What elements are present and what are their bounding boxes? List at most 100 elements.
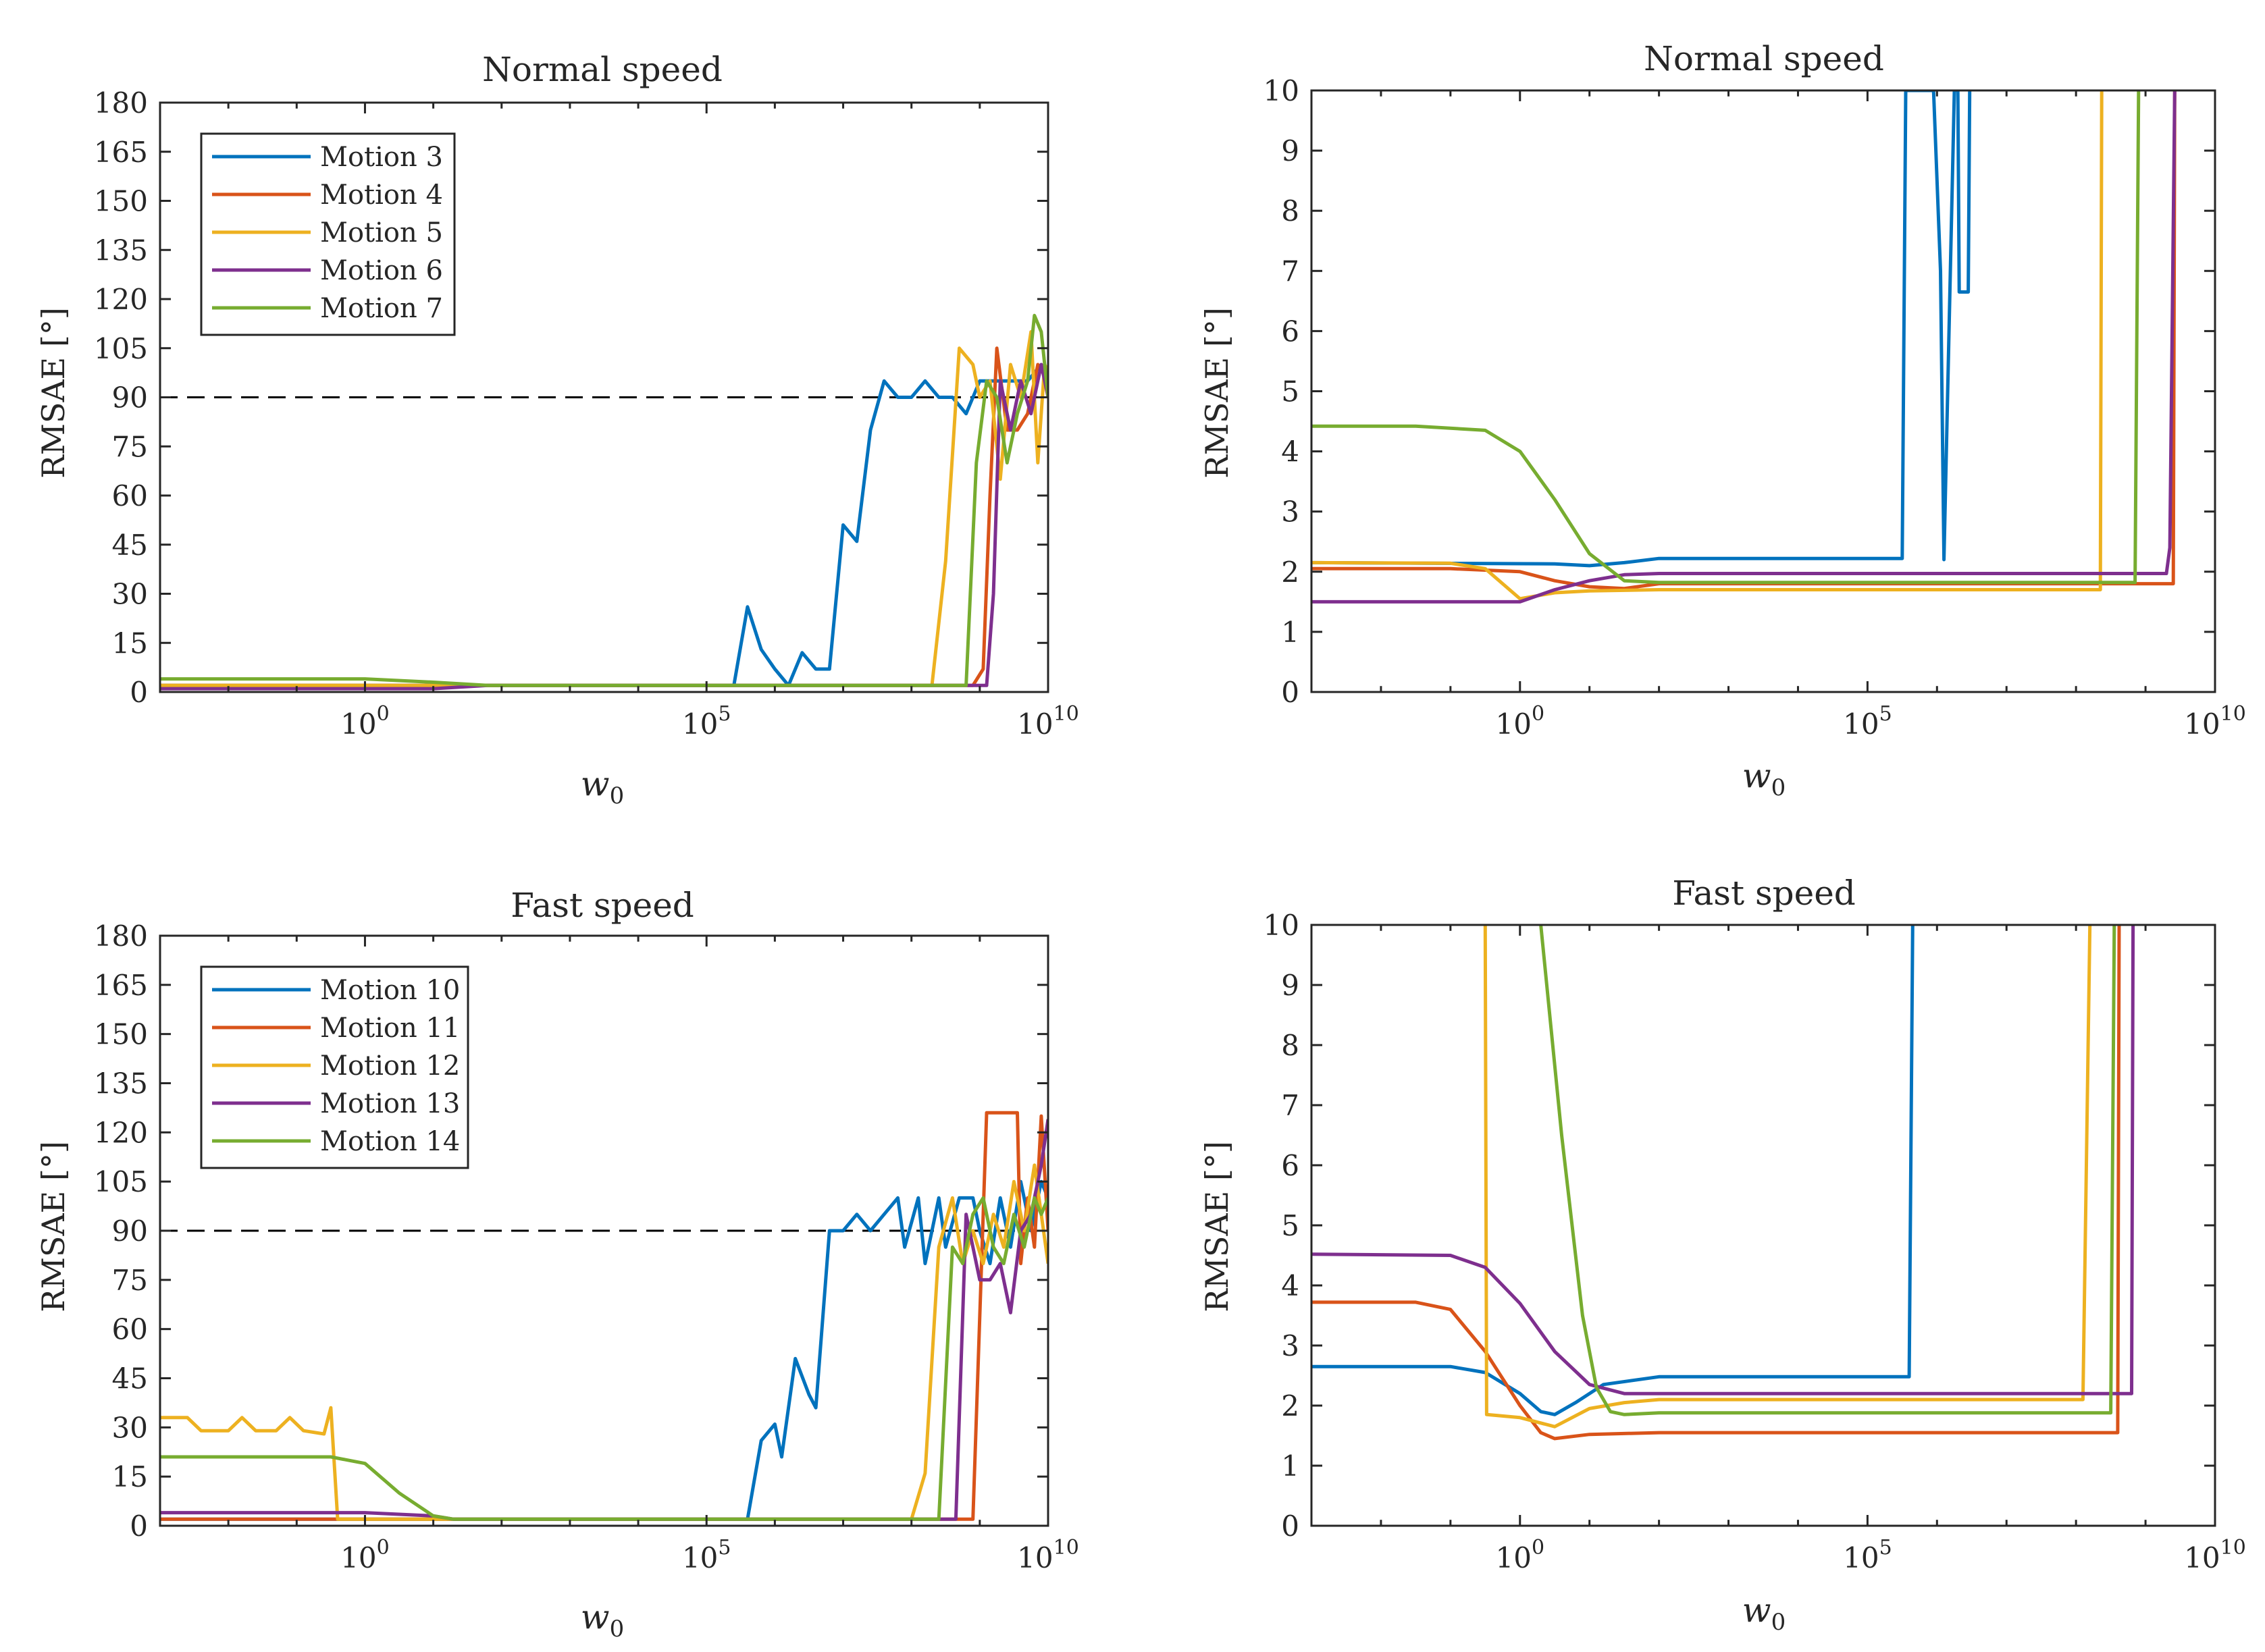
y-tick-label: 15 (112, 627, 148, 660)
y-tick-label: 4 (1281, 435, 1299, 469)
y-tick-label: 8 (1281, 194, 1299, 228)
y-tick-label: 135 (94, 234, 148, 267)
series-line-motion-10 (1311, 925, 1915, 1416)
x-axis-label-main: w (1742, 1591, 1771, 1630)
x-tick-label-exponent: 10 (2220, 702, 2246, 726)
y-axis-label: RMSAE [°] (1199, 1141, 1235, 1312)
y-tick-label: 30 (112, 578, 148, 611)
subplot-top-left: Normal speed 015304560759010512013515016… (35, 50, 1079, 809)
x-tick-label: 1010 (2184, 702, 2246, 741)
y-tick-label: 30 (112, 1411, 148, 1444)
y-tick-label: 0 (130, 676, 148, 709)
y-tick-label: 6 (1281, 1149, 1299, 1182)
legend-box (200, 132, 456, 336)
series-line-motion-12 (1483, 925, 2092, 1429)
x-tick-label-base: 10 (1843, 1541, 1879, 1574)
x-tick-label: 1010 (1017, 702, 1079, 741)
x-tick-label-exponent: 10 (1053, 1536, 1079, 1560)
x-tick-label-exponent: 10 (2220, 1536, 2246, 1560)
legend-label: Motion 10 (320, 975, 460, 1006)
x-axis-label-subscript: 0 (1771, 774, 1786, 801)
legend-label: Motion 5 (320, 217, 443, 248)
y-tick-label: 10 (1264, 909, 1299, 942)
y-tick-label: 9 (1281, 969, 1299, 1002)
series-line-motion-7 (1311, 90, 2141, 585)
subplot-bottom-left: Fast speed 01530456075901051201351501651… (35, 886, 1079, 1643)
series-line-motion-11 (1311, 925, 2121, 1441)
x-tick-label-base: 10 (1017, 1541, 1053, 1574)
x-tick-label-exponent: 5 (718, 1536, 731, 1560)
x-tick-label-base: 10 (2184, 1541, 2220, 1574)
series-line-motion-14 (1539, 925, 2116, 1416)
y-tick-label: 4 (1281, 1269, 1299, 1302)
legend-label: Motion 7 (320, 293, 443, 324)
y-tick-label: 60 (112, 1313, 148, 1346)
x-tick-label: 105 (682, 1536, 731, 1574)
x-tick-label-exponent: 0 (377, 702, 390, 726)
y-tick-label: 105 (94, 332, 148, 365)
y-tick-label: 150 (94, 185, 148, 218)
y-tick-label: 3 (1281, 496, 1299, 529)
legend-box (200, 965, 469, 1169)
y-tick-label: 0 (1281, 1510, 1299, 1543)
y-tick-label: 1 (1281, 616, 1299, 649)
legend-label: Motion 13 (320, 1088, 460, 1119)
y-tick-label: 0 (1281, 676, 1299, 709)
legend: Motion 3 Motion 4 Motion 5 Motion 6 Motion 7 (200, 132, 456, 336)
x-axis-label-subscript: 0 (610, 782, 625, 809)
x-tick-label: 100 (340, 702, 390, 741)
y-tick-label: 1 (1281, 1449, 1299, 1483)
y-tick-label: 90 (112, 381, 148, 415)
x-tick-label-exponent: 5 (718, 702, 731, 726)
y-tick-label: 165 (94, 136, 148, 169)
y-tick-label: 15 (112, 1460, 148, 1493)
y-tick-label: 2 (1281, 1389, 1299, 1422)
y-tick-label: 8 (1281, 1029, 1299, 1062)
x-tick-label-base: 10 (340, 708, 376, 741)
series-line-motion-7 (160, 313, 1048, 687)
x-tick-label-exponent: 0 (377, 1536, 390, 1560)
x-axis-label-main: w (1742, 756, 1771, 795)
legend: Motion 10 Motion 11 Motion 12 Motion 13 Moti… (200, 965, 469, 1169)
y-tick-label: 135 (94, 1067, 148, 1100)
y-tick-label: 7 (1281, 1089, 1299, 1122)
y-tick-label: 165 (94, 969, 148, 1002)
legend-label: Motion 6 (320, 255, 443, 286)
x-tick-label-base: 10 (340, 1541, 376, 1574)
x-tick-label-exponent: 10 (1053, 702, 1079, 726)
x-tick-label-exponent: 5 (1879, 702, 1892, 726)
x-axis-label-main: w (581, 1597, 610, 1636)
y-axis-label: RMSAE [°] (35, 1141, 72, 1312)
x-tick-label-base: 10 (1495, 708, 1531, 741)
series-line-motion-6 (160, 363, 1048, 691)
y-tick-label: 7 (1281, 255, 1299, 288)
x-tick-label: 100 (1495, 1536, 1544, 1574)
x-axis-label: w0 (1742, 1591, 1786, 1636)
series-line-motion-10 (160, 1179, 1048, 1521)
x-axis-label: w0 (581, 1597, 624, 1643)
subplot-title: Fast speed (511, 886, 694, 925)
subplot-title: Fast speed (1672, 874, 1856, 913)
x-axis-label: w0 (581, 764, 624, 809)
y-axis-label: RMSAE [°] (1199, 307, 1235, 479)
x-tick-label-base: 10 (682, 1541, 718, 1574)
series-line-motion-14 (160, 1196, 1048, 1521)
x-tick-label-base: 10 (682, 708, 718, 741)
x-tick-label-base: 10 (2184, 708, 2220, 741)
series-line-motion-13 (1311, 925, 2135, 1395)
legend-label: Motion 4 (320, 180, 443, 211)
y-tick-label: 75 (112, 430, 148, 463)
x-tick-label-exponent: 5 (1879, 1536, 1892, 1560)
y-tick-label: 150 (94, 1018, 148, 1051)
x-axis-label-subscript: 0 (610, 1616, 625, 1643)
y-tick-label: 5 (1281, 375, 1299, 408)
y-tick-label: 5 (1281, 1209, 1299, 1242)
y-tick-label: 6 (1281, 315, 1299, 348)
series-line-motion-3 (1311, 90, 1972, 568)
series-line-motion-5 (1311, 90, 2104, 601)
y-tick-label: 120 (94, 1116, 148, 1149)
subplot-title: Normal speed (482, 50, 723, 89)
